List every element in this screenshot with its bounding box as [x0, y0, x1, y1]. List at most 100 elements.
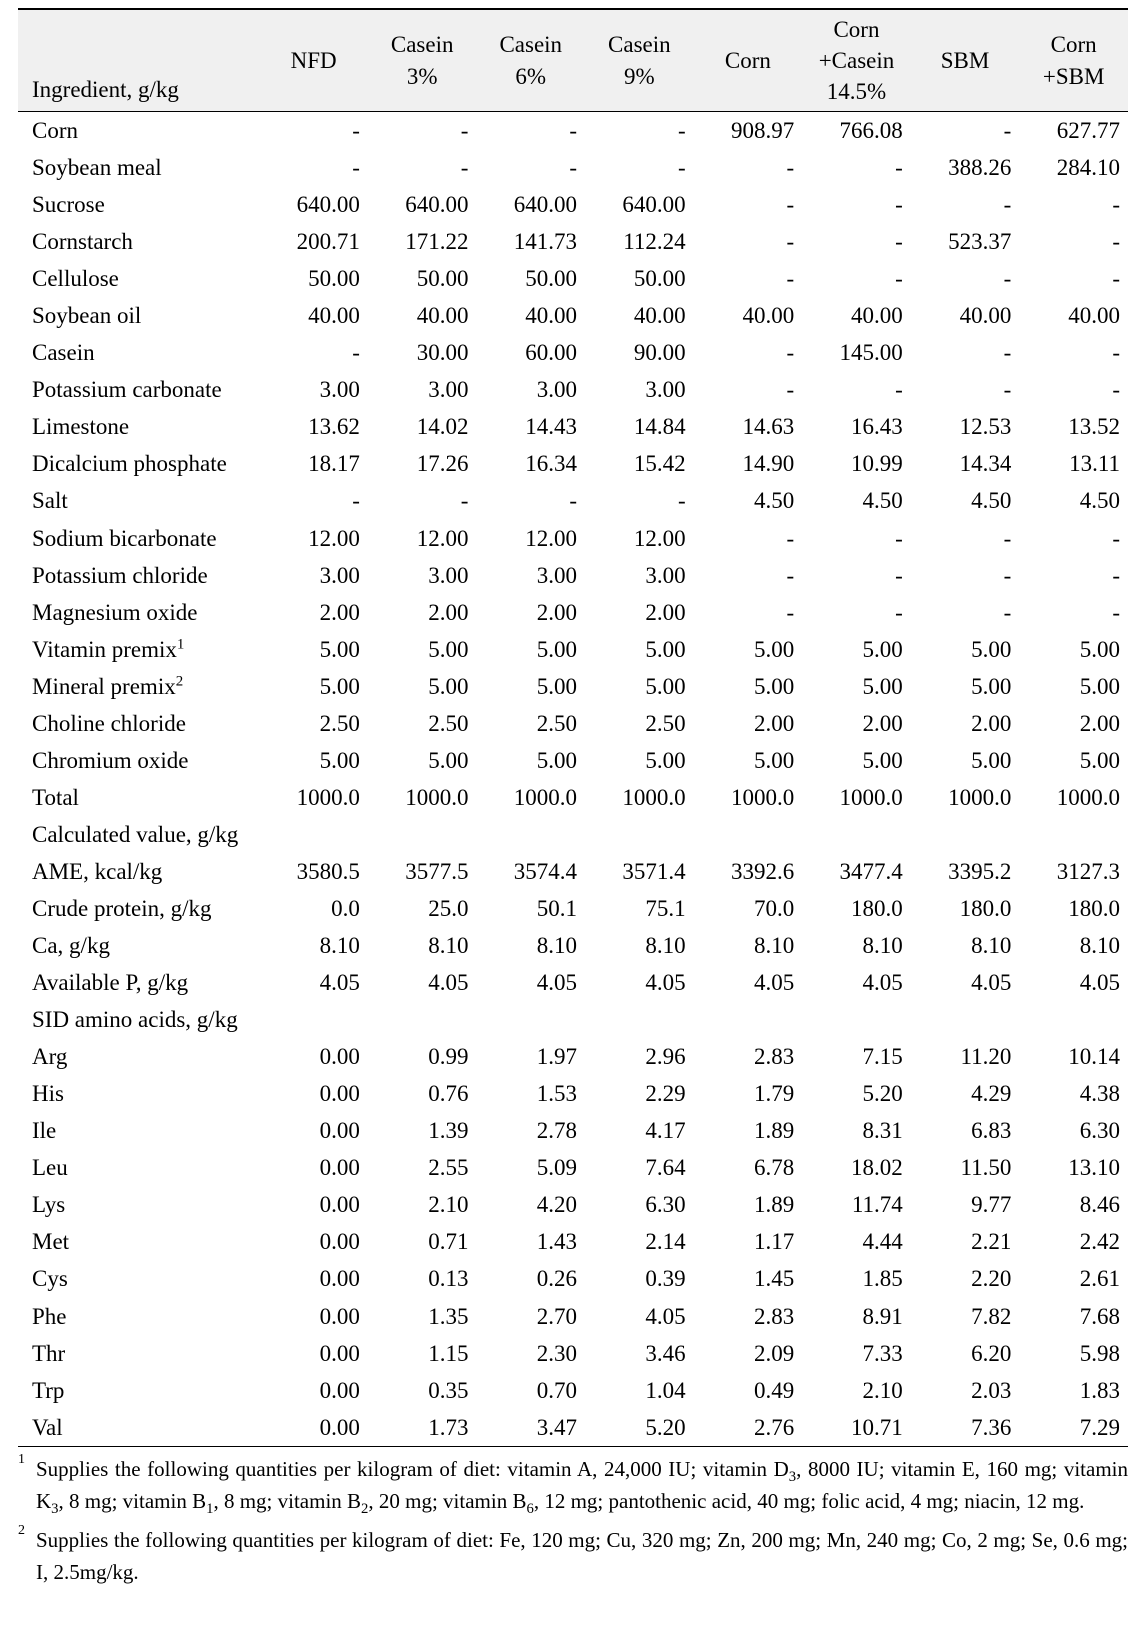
table-row: Leu0.002.555.097.646.7818.0211.5013.10	[18, 1149, 1128, 1186]
cell-value: -	[259, 149, 368, 186]
table-row: Potassium chloride3.003.003.003.00----	[18, 557, 1128, 594]
cell-value: 7.82	[911, 1298, 1020, 1335]
cell-value: -	[1019, 223, 1128, 260]
cell-value: 25.0	[368, 890, 477, 927]
cell-value: 8.10	[585, 927, 694, 964]
table-row: Phe0.001.352.704.052.838.917.827.68	[18, 1298, 1128, 1335]
cell-value: -	[911, 334, 1020, 371]
cell-value: 40.00	[259, 297, 368, 334]
cell-value: 1000.0	[259, 779, 368, 816]
row-label: Salt	[18, 482, 259, 519]
cell-value: 3.00	[476, 557, 585, 594]
cell-value: 5.00	[911, 631, 1020, 668]
cell-value: 0.00	[259, 1372, 368, 1409]
cell-value: 2.30	[476, 1335, 585, 1372]
row-label: Arg	[18, 1038, 259, 1075]
cell-value: 1.73	[368, 1409, 477, 1447]
column-header: Casein6%	[476, 9, 585, 112]
cell-value: 3571.4	[585, 853, 694, 890]
cell-value: -	[476, 482, 585, 519]
cell-value: 18.02	[802, 1149, 911, 1186]
cell-value: 5.00	[259, 631, 368, 668]
cell-value: 75.1	[585, 890, 694, 927]
table-row: Arg0.000.991.972.962.837.1511.2010.14	[18, 1038, 1128, 1075]
cell-value: 4.50	[694, 482, 803, 519]
table-row: Dicalcium phosphate18.1717.2616.3415.421…	[18, 445, 1128, 482]
row-label: Crude protein, g/kg	[18, 890, 259, 927]
footnote-marker: 2	[18, 1520, 25, 1542]
table-row: Total1000.01000.01000.01000.01000.01000.…	[18, 779, 1128, 816]
cell-value: 0.26	[476, 1260, 585, 1297]
cell-value: 7.64	[585, 1149, 694, 1186]
row-label: Potassium chloride	[18, 557, 259, 594]
cell-value: 50.1	[476, 890, 585, 927]
cell-value: 2.10	[802, 1372, 911, 1409]
cell-value: 180.0	[1019, 890, 1128, 927]
column-header: Casein3%	[368, 9, 477, 112]
cell-value: -	[911, 112, 1020, 150]
cell-value: 284.10	[1019, 149, 1128, 186]
cell-value: -	[911, 557, 1020, 594]
row-label: Lys	[18, 1186, 259, 1223]
cell-value: 5.00	[911, 742, 1020, 779]
cell-value: 2.50	[476, 705, 585, 742]
cell-value: 2.20	[911, 1260, 1020, 1297]
row-label: Available P, g/kg	[18, 964, 259, 1001]
cell-value: 16.34	[476, 445, 585, 482]
cell-value: 40.00	[368, 297, 477, 334]
cell-value: 14.02	[368, 408, 477, 445]
cell-value: 4.05	[1019, 964, 1128, 1001]
cell-value: 2.50	[368, 705, 477, 742]
cell-value: 640.00	[585, 186, 694, 223]
cell-value: -	[585, 482, 694, 519]
cell-value: 14.34	[911, 445, 1020, 482]
cell-value: 1.04	[585, 1372, 694, 1409]
table-row: Soybean oil40.0040.0040.0040.0040.0040.0…	[18, 297, 1128, 334]
cell-value: 0.00	[259, 1298, 368, 1335]
cell-value: 2.78	[476, 1112, 585, 1149]
table-header-row: Ingredient, g/kg NFDCasein3%Casein6%Case…	[18, 9, 1128, 112]
cell-value: 3.00	[368, 371, 477, 408]
cell-value: -	[259, 334, 368, 371]
cell-value: 14.84	[585, 408, 694, 445]
cell-value: 5.98	[1019, 1335, 1128, 1372]
cell-value: 0.00	[259, 1149, 368, 1186]
cell-value: 0.99	[368, 1038, 477, 1075]
cell-value: 40.00	[476, 297, 585, 334]
cell-value: 40.00	[585, 297, 694, 334]
cell-value: 90.00	[585, 334, 694, 371]
row-label: Cys	[18, 1260, 259, 1297]
cell-value: 8.10	[911, 927, 1020, 964]
cell-value: 4.05	[802, 964, 911, 1001]
row-label: Dicalcium phosphate	[18, 445, 259, 482]
cell-value: 3574.4	[476, 853, 585, 890]
cell-value: 13.52	[1019, 408, 1128, 445]
table-row: Sucrose640.00640.00640.00640.00----	[18, 186, 1128, 223]
cell-value: 5.00	[476, 631, 585, 668]
cell-value: 180.0	[911, 890, 1020, 927]
cell-value: 14.90	[694, 445, 803, 482]
table-row: Choline chloride2.502.502.502.502.002.00…	[18, 705, 1128, 742]
cell-value: 5.00	[476, 742, 585, 779]
cell-value: 4.05	[585, 964, 694, 1001]
cell-value: 4.29	[911, 1075, 1020, 1112]
column-header: Casein9%	[585, 9, 694, 112]
cell-value: 2.50	[259, 705, 368, 742]
table-body: Corn----908.97766.08-627.77Soybean meal-…	[18, 112, 1128, 1447]
cell-value: 4.20	[476, 1186, 585, 1223]
cell-value: 3.47	[476, 1409, 585, 1447]
row-label: Limestone	[18, 408, 259, 445]
cell-value: 15.42	[585, 445, 694, 482]
cell-value: 14.43	[476, 408, 585, 445]
table-row: Vitamin premix15.005.005.005.005.005.005…	[18, 631, 1128, 668]
cell-value: 12.00	[476, 520, 585, 557]
row-label: Met	[18, 1223, 259, 1260]
cell-value: 0.49	[694, 1372, 803, 1409]
cell-value: -	[259, 482, 368, 519]
cell-value: 5.00	[585, 742, 694, 779]
cell-value: -	[911, 520, 1020, 557]
cell-value: 6.30	[1019, 1112, 1128, 1149]
cell-value: 3.00	[259, 371, 368, 408]
cell-value: 4.50	[1019, 482, 1128, 519]
cell-value: 5.00	[585, 631, 694, 668]
